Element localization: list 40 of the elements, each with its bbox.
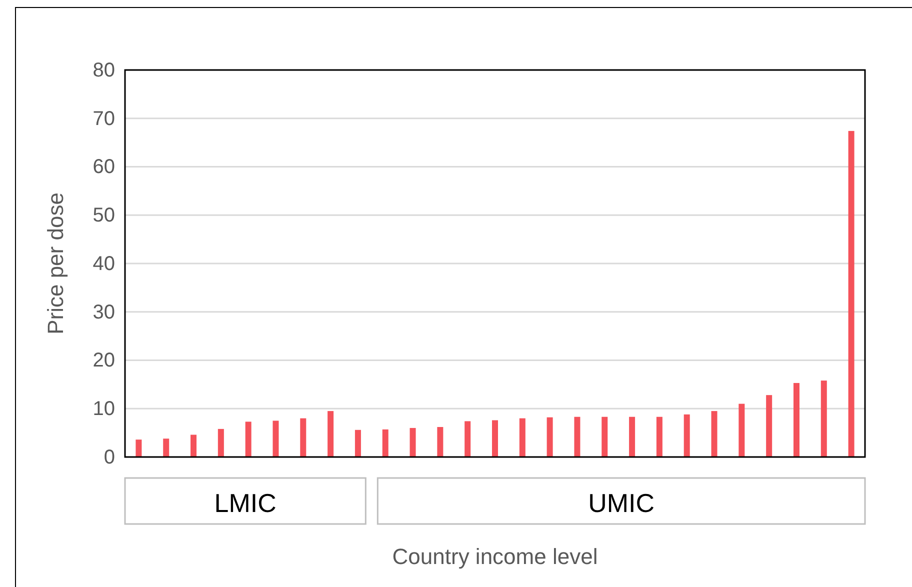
bar [163,438,170,457]
bar [245,422,252,457]
bar [328,411,334,457]
bar [656,416,662,457]
bar [300,418,306,457]
bar [602,416,608,457]
y-tick-label: 30 [92,301,115,324]
y-tick-label: 60 [92,156,115,178]
y-tick-label: 0 [104,446,115,468]
bar [354,430,361,457]
bar [464,421,471,457]
bar [684,414,690,457]
x-axis-title: Country income level [392,544,598,569]
bar [218,428,224,457]
y-tick-label: 20 [92,350,115,372]
y-tick-label: 10 [92,398,115,420]
y-tick-label: 80 [92,59,115,82]
bar [272,420,279,457]
bar [793,382,800,457]
bar [136,440,142,457]
bar [711,411,718,457]
text: LMIC [214,488,276,518]
bar [410,428,416,457]
bar [437,427,444,457]
bar [738,404,745,457]
bar [492,420,498,457]
bar [190,434,197,457]
text: UMIC [588,488,655,518]
y-tick-label: 40 [92,252,115,275]
y-axis-title: Price per dose [43,192,68,334]
bar [766,395,772,457]
bar [519,418,526,457]
bar [574,416,580,457]
y-tick-label: 50 [92,204,115,227]
bar [382,429,388,457]
bar [820,380,827,457]
bar [848,130,854,457]
y-tick-label: 70 [92,108,115,130]
bar [629,416,636,457]
bar [546,417,553,457]
